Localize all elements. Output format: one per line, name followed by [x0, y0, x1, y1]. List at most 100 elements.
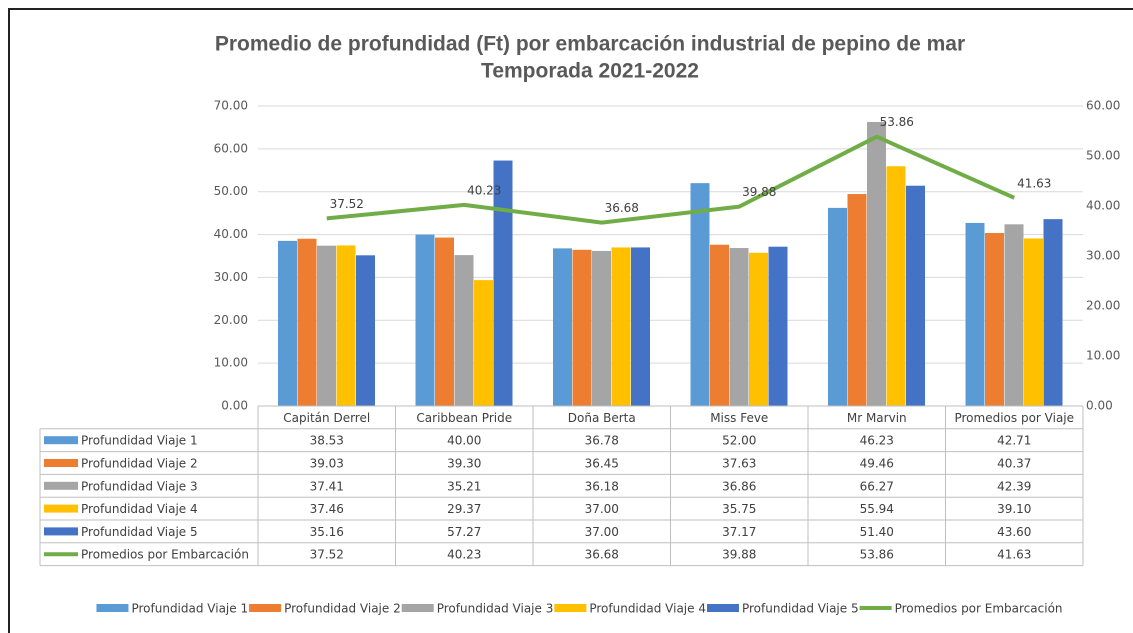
data-label: 40.23: [467, 183, 501, 197]
table-key: [44, 504, 78, 513]
bar: [985, 232, 1004, 406]
y2-tick-label: 40.00: [1086, 199, 1120, 213]
table-cell: 53.86: [860, 548, 894, 562]
table-cell: 66.27: [860, 479, 894, 493]
bar: [768, 246, 788, 406]
table-cell: 40.37: [997, 457, 1031, 471]
y-tick-label: 30.00: [214, 270, 248, 284]
bar: [278, 240, 297, 406]
table-header: Doña Berta: [568, 411, 636, 425]
data-label: 41.63: [1017, 176, 1051, 190]
table-cell: 35.16: [310, 525, 344, 539]
table-key: [44, 436, 78, 445]
bar: [886, 166, 906, 406]
bar: [493, 160, 513, 406]
frame: [8, 8, 1133, 633]
bar: [611, 247, 631, 406]
bar: [690, 183, 710, 406]
table-row-label: Profundidad Viaje 3: [81, 479, 198, 493]
table-key: [44, 481, 78, 490]
table-cell: 39.10: [997, 502, 1031, 516]
bar: [356, 255, 375, 406]
y-tick-label: 40.00: [214, 227, 248, 241]
legend-key: [706, 604, 739, 612]
table-header: Promedios por Viaje: [954, 411, 1074, 425]
table-cell: 37.00: [585, 502, 619, 516]
table-header: Mr Marvin: [847, 411, 907, 425]
bar: [317, 245, 336, 406]
y2-tick-label: 20.00: [1086, 299, 1120, 313]
table-header: Capitán Derrel: [283, 411, 370, 425]
legend-label: Profundidad Viaje 5: [742, 602, 859, 616]
table-cell: 36.18: [585, 479, 619, 493]
legend-key: [96, 604, 129, 612]
bar: [828, 207, 847, 406]
table-cell: 35.75: [722, 502, 756, 516]
table-cell: 40.23: [447, 548, 481, 562]
table-key: [44, 459, 78, 467]
bar: [1043, 219, 1063, 406]
y2-tick-label: 30.00: [1086, 249, 1120, 263]
table-cell: 29.37: [447, 502, 481, 516]
bar: [729, 248, 749, 406]
table-cell: 39.30: [447, 457, 481, 471]
y-tick-label: 0.00: [221, 399, 248, 413]
table-cell: 55.94: [860, 502, 894, 516]
table-key: [44, 527, 78, 536]
bar: [847, 194, 867, 406]
chart-subtitle: Temporada 2021-2022: [481, 60, 699, 83]
table-cell: 37.00: [585, 525, 619, 539]
y2-tick-label: 50.00: [1086, 149, 1120, 163]
bar: [1004, 224, 1024, 406]
legend-label: Profundidad Viaje 4: [589, 602, 706, 616]
table-cell: 51.40: [860, 525, 894, 539]
legend-label: Profundidad Viaje 2: [284, 602, 401, 616]
table-cell: 36.68: [585, 548, 619, 562]
y-tick-label: 60.00: [214, 141, 248, 155]
bar: [710, 244, 729, 406]
legend-label: Profundidad Viaje 1: [131, 602, 248, 616]
bar: [867, 121, 886, 406]
bar: [474, 280, 493, 406]
table-cell: 46.23: [860, 434, 894, 448]
table-cell: 38.53: [310, 434, 344, 448]
line-series: [326, 134, 1016, 225]
table-cell: 57.27: [447, 525, 481, 539]
table-cell: 37.63: [722, 457, 756, 471]
bar: [631, 247, 650, 406]
y-tick-label: 20.00: [214, 313, 248, 327]
table-cell: 37.46: [310, 502, 344, 516]
legend-key: [401, 604, 434, 612]
y2-tick-label: 10.00: [1086, 349, 1120, 363]
table-row-label: Profundidad Viaje 4: [81, 502, 198, 516]
bar: [906, 185, 925, 406]
bar: [749, 252, 768, 406]
table-cell: 49.46: [860, 457, 894, 471]
table-row-label: Profundidad Viaje 1: [81, 434, 198, 448]
table-cell: 42.71: [997, 434, 1031, 448]
legend-key: [554, 604, 587, 612]
bar: [1024, 238, 1043, 406]
bar: [592, 250, 611, 406]
table-cell: 36.78: [585, 434, 619, 448]
table-row-label: Profundidad Viaje 5: [81, 525, 198, 539]
table-cell: 37.17: [722, 525, 756, 539]
bar: [965, 222, 985, 406]
bar: [336, 245, 356, 406]
table-cell: 35.21: [447, 479, 481, 493]
table-cell: 39.88: [722, 548, 756, 562]
table-cell: 37.41: [310, 479, 344, 493]
table-header: Miss Feve: [710, 411, 768, 425]
bar: [454, 255, 474, 406]
table-row-label: Promedios por Embarcación: [81, 548, 249, 562]
data-label: 39.88: [742, 185, 776, 199]
legend-label: Promedios por Embarcación: [895, 602, 1063, 616]
chart-title: Promedio de profundidad (Ft) por embarca…: [215, 33, 965, 56]
table-cell: 36.86: [722, 479, 756, 493]
y-tick-label: 70.00: [214, 99, 248, 113]
table-header: Caribbean Pride: [416, 411, 512, 425]
legend-label: Profundidad Viaje 3: [437, 602, 554, 616]
y-tick-label: 10.00: [214, 356, 248, 370]
data-label: 36.68: [605, 201, 639, 215]
